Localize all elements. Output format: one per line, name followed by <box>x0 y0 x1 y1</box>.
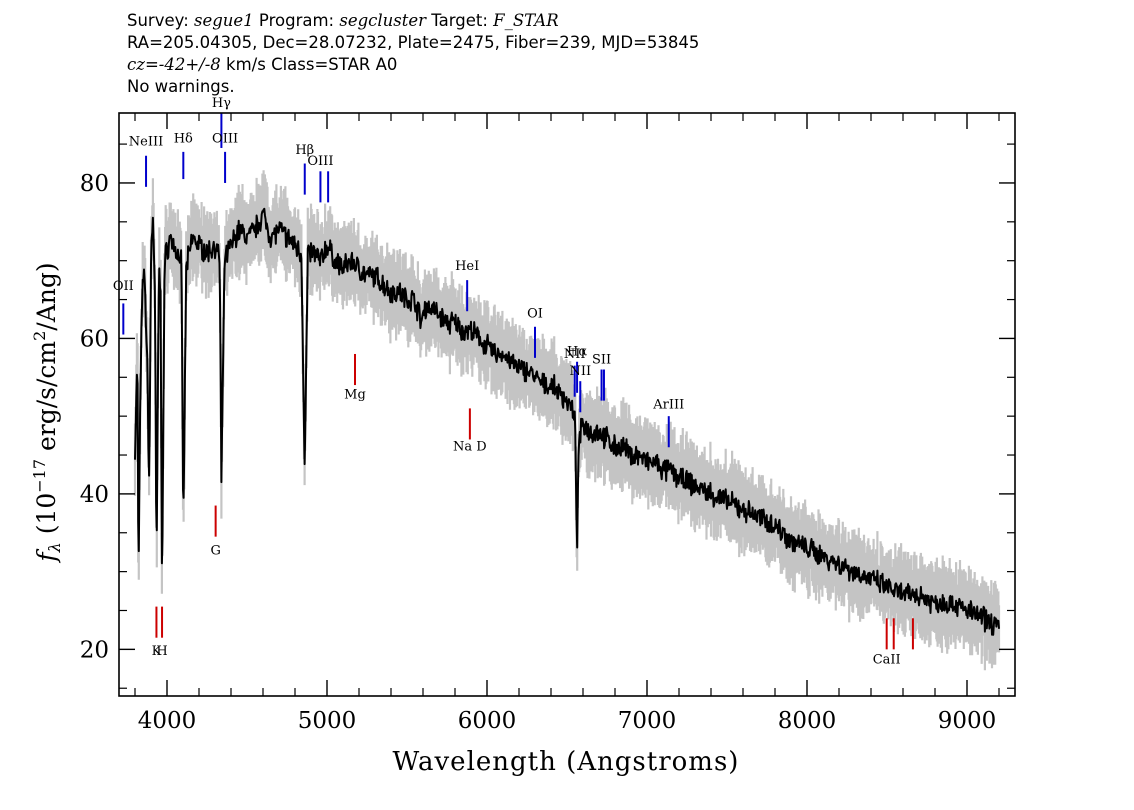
ylabel-exp2: 2 <box>30 331 49 341</box>
x-axis-label: Wavelength (Angstroms) <box>393 747 740 777</box>
survey-label: Survey: <box>127 11 194 30</box>
xtick-label-4: 8000 <box>778 708 837 734</box>
axis-ticks: 4000 5000 6000 7000 8000 9000 20 40 60 80 <box>80 113 1015 734</box>
marker-label-12: NII <box>564 347 586 362</box>
marker-label-2: Hδ <box>174 132 193 147</box>
ylabel-f: f <box>32 549 61 564</box>
marker-label-13: Hα <box>567 345 587 360</box>
marker-label-11: OI <box>527 306 543 321</box>
ytick-label-0: 20 <box>80 637 109 663</box>
ylabel-mid: (10 <box>32 493 61 543</box>
spectrum-line <box>134 207 1000 636</box>
ylabel-rest2: /Ang) <box>32 262 61 330</box>
program-value: segcluster <box>339 11 427 30</box>
header-line-2: RA=205.04305, Dec=28.07232, Plate=2475, … <box>127 33 700 52</box>
target-label: Target: <box>426 11 494 30</box>
marker-label-6: OIII <box>307 154 333 169</box>
marker-label-20: H <box>156 644 167 659</box>
xtick-label-3: 7000 <box>618 708 677 734</box>
cz-suffix: km/s Class=STAR A0 <box>220 55 398 74</box>
xtick-label-0: 4000 <box>138 708 197 734</box>
target-value: F_STAR <box>493 11 559 30</box>
marker-label-10: Na D <box>453 439 487 454</box>
xtick-label-1: 5000 <box>298 708 357 734</box>
marker-label-5: Hβ <box>295 143 314 158</box>
header-line-1: Survey: segue1 Program: segcluster Targe… <box>127 10 699 32</box>
marker-label-8: Mg <box>344 387 366 402</box>
cz-prefix: cz <box>127 55 145 74</box>
marker-label-15: SII <box>592 352 611 367</box>
marker-label-17: ArIII <box>652 397 684 412</box>
ylabel-rest1: erg/s/cm <box>32 341 61 459</box>
y-axis-label: fλ (10−17 erg/s/cm2/Ang) <box>30 262 64 563</box>
ytick-label-3: 80 <box>80 171 109 197</box>
header-line-4: No warnings. <box>127 77 235 96</box>
spectrum-line-group <box>134 207 1000 636</box>
marker-label-0: OII <box>113 279 134 294</box>
xtick-label-2: 6000 <box>458 708 517 734</box>
xtick-label-5: 9000 <box>938 708 997 734</box>
header-line-3: cz=-42+/-8 km/s Class=STAR A0 <box>127 54 699 76</box>
ylabel-exp1: −17 <box>30 459 49 493</box>
cz-value: -42+/-8 <box>158 55 221 74</box>
marker-label-21: CaII <box>873 652 901 667</box>
survey-value: segue1 <box>194 11 254 30</box>
error-band-path <box>133 170 1001 671</box>
marker-label-19: K <box>152 644 162 659</box>
marker-label-3: Hγ <box>212 96 231 111</box>
marker-label-18: G <box>210 544 220 559</box>
marker-label-9: HeI <box>455 259 479 274</box>
marker-label-14: NII <box>569 364 591 379</box>
spectrum-header: Survey: segue1 Program: segcluster Targe… <box>127 10 699 98</box>
program-label: Program: <box>253 11 340 30</box>
marker-label-4: OIII <box>212 132 238 147</box>
ylabel-sub: λ <box>45 542 64 553</box>
ytick-label-1: 40 <box>80 482 109 508</box>
plot-frame <box>118 112 1016 697</box>
error-band <box>133 170 1001 671</box>
ytick-label-2: 60 <box>80 326 109 352</box>
cz-eq: = <box>144 55 159 74</box>
marker-label-1: NeIII <box>129 135 163 150</box>
